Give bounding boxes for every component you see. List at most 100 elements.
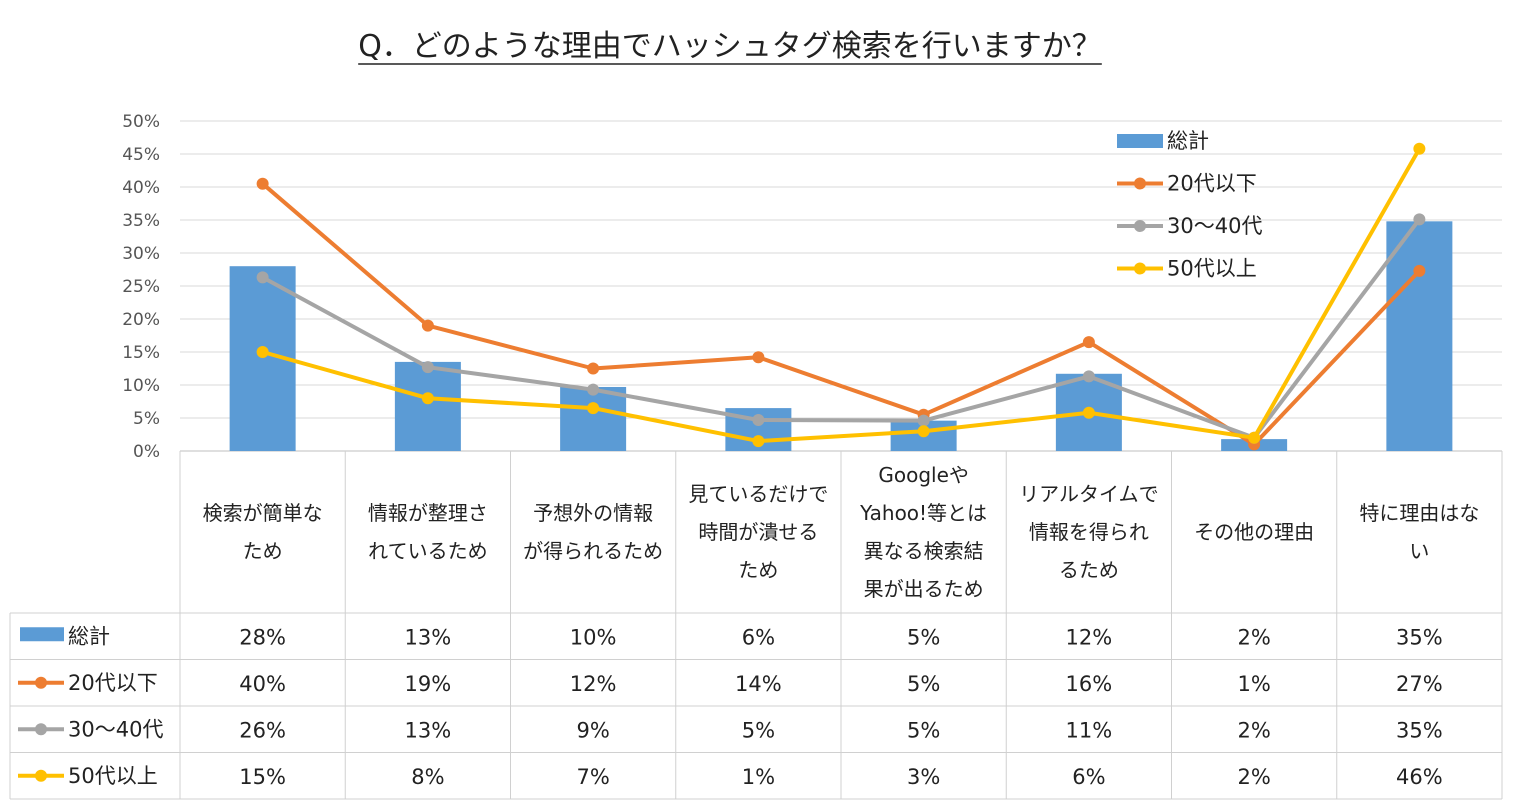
category-label: 果が出るため (864, 577, 984, 601)
legend-label: 総計 (1167, 129, 1209, 153)
series-point-0-1 (421, 319, 434, 332)
table-cell: 14% (735, 672, 782, 696)
category-label: 時間が潰せる (698, 520, 818, 544)
y-tick-label: 50% (122, 112, 160, 132)
table-cell: 27% (1396, 672, 1443, 696)
y-tick-label: 15% (122, 343, 160, 363)
table-cell: 6% (1072, 765, 1105, 789)
table-cell: 2% (1237, 625, 1270, 649)
lines (256, 142, 1426, 451)
table-cell: 5% (907, 718, 940, 742)
category-label: るため (1059, 558, 1119, 582)
series-point-2-1 (421, 392, 434, 405)
series-point-2-5 (1082, 406, 1095, 419)
table-row-header: 20代以下 (68, 671, 158, 695)
table-row-header: 総計 (68, 624, 110, 648)
table-cell: 28% (239, 625, 286, 649)
y-tick-label: 45% (122, 145, 160, 165)
table-row-header: 50代以上 (68, 764, 158, 788)
table-cell: 19% (405, 672, 452, 696)
series-point-1-3 (752, 413, 765, 426)
bar-7 (1386, 221, 1453, 451)
legend-label: 30～40代 (1167, 214, 1262, 238)
table-cell: 1% (742, 765, 775, 789)
table-cell: 5% (907, 672, 940, 696)
table-legend-key (35, 676, 47, 689)
y-tick-label: 40% (122, 178, 160, 198)
table-cell: 5% (907, 625, 940, 649)
table-cell: 13% (405, 625, 452, 649)
series-point-1-5 (1082, 370, 1095, 383)
y-tick-label: 5% (133, 409, 160, 429)
category-label: 情報を得られ (1029, 520, 1149, 544)
legend-label: 20代以下 (1167, 172, 1257, 196)
series-line-2 (262, 147, 1422, 444)
table-cell: 7% (576, 765, 609, 789)
category-label: 特に理由はな (1359, 501, 1479, 525)
bar-1 (394, 361, 461, 451)
y-tick-label: 10% (122, 376, 160, 396)
table-cell: 8% (411, 765, 444, 789)
table-cell: 12% (570, 672, 617, 696)
table-row-header: 30～40代 (68, 717, 163, 741)
series-point-2-2 (587, 402, 600, 415)
table-cell: 46% (1396, 765, 1443, 789)
category-label: 予想外の情報 (533, 501, 653, 525)
table-legend-key (35, 723, 47, 736)
series-point-1-2 (587, 383, 600, 396)
series-point-1-1 (421, 361, 434, 374)
category-label: 情報が整理さ (368, 501, 488, 525)
table-legend-key (20, 627, 64, 642)
table-legend-key (35, 769, 47, 782)
y-tick-label: 20% (122, 310, 160, 330)
table-cell: 15% (239, 765, 286, 789)
series-point-2-0 (256, 346, 269, 358)
gridlines (180, 120, 1502, 452)
legend-key (1134, 177, 1146, 190)
series-point-2-4 (917, 425, 930, 438)
category-label: リアルタイムで (1019, 482, 1158, 506)
series-point-2-6 (1248, 431, 1261, 444)
category-label: れているため (368, 539, 487, 563)
y-tick-label: 25% (122, 277, 160, 297)
series-point-2-3 (752, 435, 765, 448)
series-point-1-7 (1413, 213, 1426, 226)
legend-key (1117, 134, 1163, 148)
table-cell: 11% (1066, 718, 1113, 742)
category-label: ため (738, 558, 778, 582)
series-point-0-3 (752, 351, 765, 364)
y-tick-label: 0% (133, 442, 160, 462)
series-point-0-5 (1082, 336, 1095, 349)
chart-title: Q．どのような理由でハッシュタグ検索を行いますか？ (358, 29, 1102, 64)
bar-2 (560, 386, 627, 451)
category-label: 異なる検索結 (864, 539, 984, 563)
y-tick-label: 35% (122, 211, 160, 231)
table-cell: 5% (742, 718, 775, 742)
category-label: い (1409, 539, 1429, 563)
category-label: 検索が簡単な (203, 501, 323, 525)
table-cell: 6% (742, 625, 775, 649)
table-cell: 1% (1237, 672, 1270, 696)
series-point-0-0 (256, 177, 269, 190)
table-cell: 9% (576, 718, 609, 742)
series-point-0-2 (587, 362, 600, 375)
series-point-1-4 (917, 414, 930, 427)
table-cell: 2% (1237, 718, 1270, 742)
series-line-1 (261, 218, 1421, 440)
series-point-2-7 (1413, 142, 1426, 155)
table-cell: 40% (239, 672, 286, 696)
category-label: Yahoo!等とは (859, 501, 987, 525)
y-tick-label: 30% (122, 244, 160, 264)
category-label: ため (243, 539, 283, 563)
table-cell: 3% (907, 765, 940, 789)
table-cell: 16% (1066, 672, 1113, 696)
y-axis-ticks: 0% 5% 10% 15% 20% 25% 30% 35% 40% 45% 50% (122, 112, 160, 462)
category-label: その他の理由 (1194, 520, 1314, 544)
legend-key (1134, 262, 1146, 275)
table-cell: 35% (1396, 625, 1443, 649)
category-label: が得られるため (523, 539, 663, 563)
series-point-1-0 (256, 271, 269, 284)
table-cell: 26% (239, 718, 286, 742)
